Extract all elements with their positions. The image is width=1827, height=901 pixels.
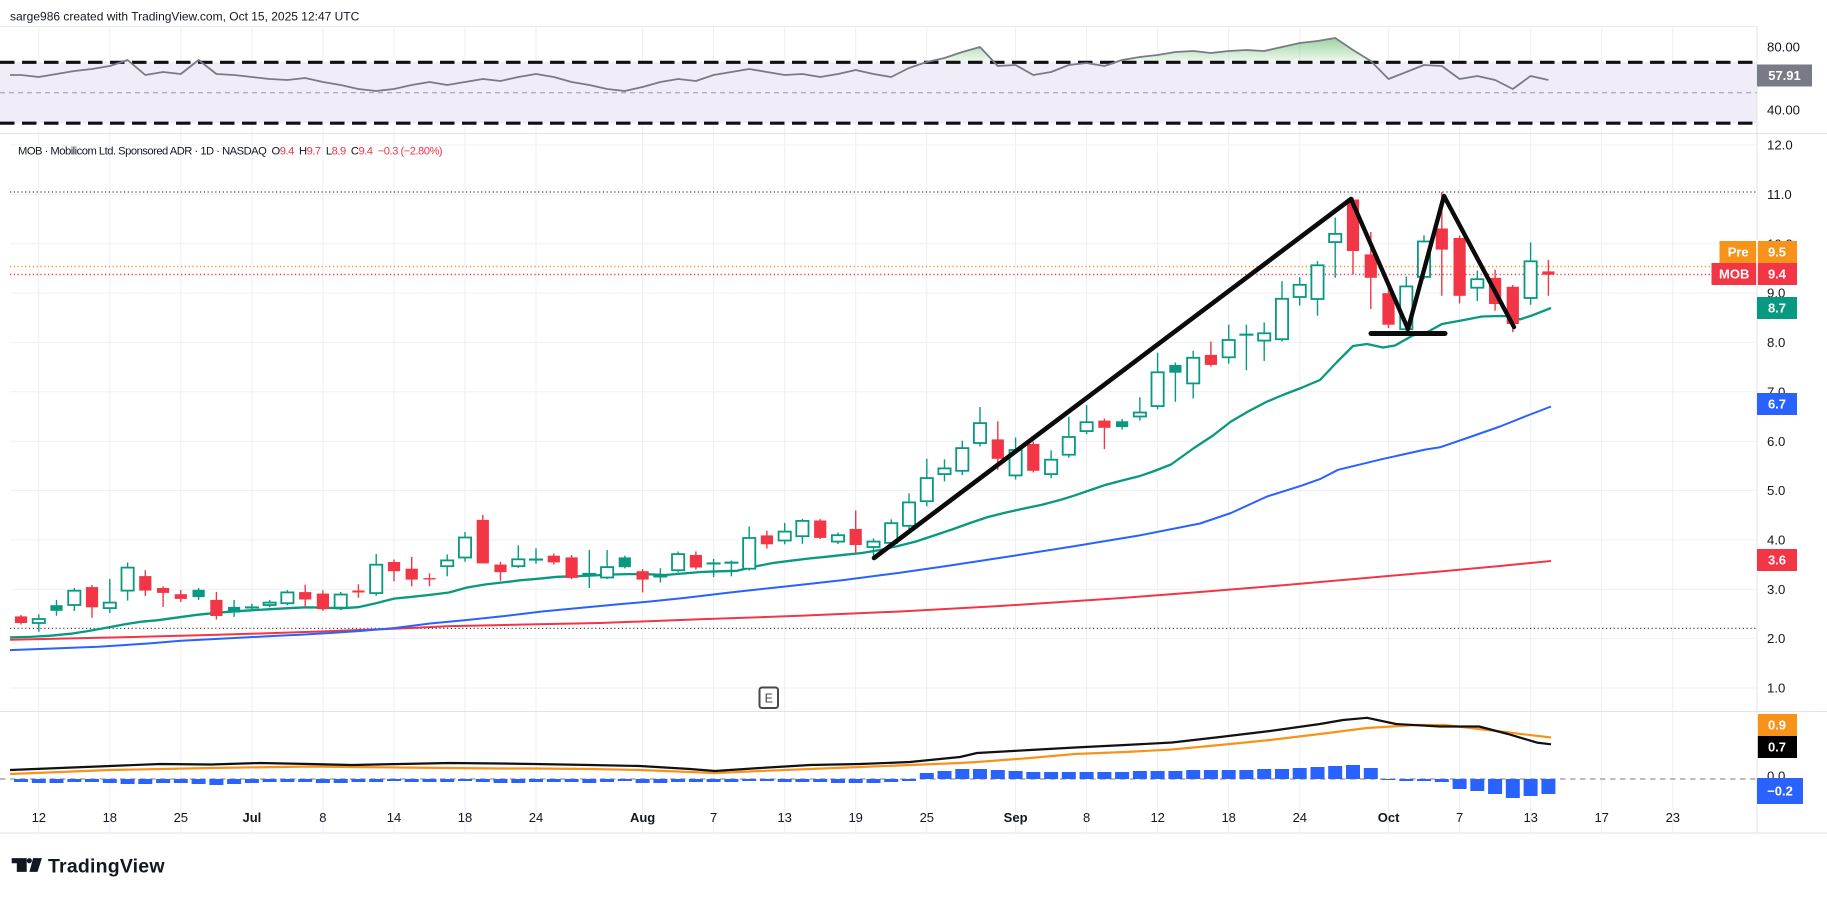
svg-text:6.0: 6.0 — [1767, 434, 1785, 449]
svg-text:19: 19 — [848, 810, 862, 825]
svg-text:0.7: 0.7 — [1768, 739, 1786, 754]
svg-text:0.9: 0.9 — [1768, 717, 1786, 732]
svg-text:Jul: Jul — [243, 810, 262, 825]
svg-text:E: E — [765, 691, 773, 705]
svg-text:5.0: 5.0 — [1767, 483, 1785, 498]
svg-text:23: 23 — [1666, 810, 1680, 825]
svg-text:25: 25 — [174, 810, 188, 825]
svg-text:8.7: 8.7 — [1768, 300, 1786, 315]
svg-text:24: 24 — [1293, 810, 1307, 825]
svg-text:13: 13 — [1523, 810, 1537, 825]
svg-text:7: 7 — [1456, 810, 1463, 825]
svg-text:14: 14 — [387, 810, 401, 825]
svg-text:57.91: 57.91 — [1768, 68, 1801, 83]
svg-text:Sep: Sep — [1004, 810, 1028, 825]
svg-text:8: 8 — [1083, 810, 1090, 825]
svg-text:8: 8 — [319, 810, 326, 825]
svg-text:3.6: 3.6 — [1768, 552, 1786, 567]
svg-text:13: 13 — [777, 810, 791, 825]
svg-text:TradingView: TradingView — [48, 856, 165, 878]
svg-text:Aug: Aug — [630, 810, 655, 825]
svg-text:9.4: 9.4 — [1768, 266, 1787, 281]
svg-text:11.0: 11.0 — [1767, 187, 1792, 202]
svg-text:sarge986 created with TradingV: sarge986 created with TradingView.com, O… — [10, 10, 360, 24]
svg-text:24: 24 — [529, 810, 543, 825]
svg-text:9.5: 9.5 — [1768, 244, 1786, 259]
svg-text:25: 25 — [920, 810, 934, 825]
svg-text:12: 12 — [1150, 810, 1164, 825]
svg-text:MOB · Mobilicom Ltd. Sponsored: MOB · Mobilicom Ltd. Sponsored ADR · 1D … — [18, 146, 443, 158]
svg-text:80.00: 80.00 — [1767, 40, 1800, 55]
svg-text:7: 7 — [710, 810, 717, 825]
svg-text:Oct: Oct — [1378, 810, 1400, 825]
svg-text:6.7: 6.7 — [1768, 396, 1786, 411]
svg-text:8.0: 8.0 — [1767, 335, 1785, 350]
svg-text:18: 18 — [1221, 810, 1235, 825]
svg-text:12: 12 — [32, 810, 46, 825]
svg-text:40.00: 40.00 — [1767, 103, 1800, 118]
svg-text:MOB: MOB — [1719, 266, 1749, 281]
svg-text:18: 18 — [458, 810, 472, 825]
svg-text:18: 18 — [103, 810, 117, 825]
svg-text:2.0: 2.0 — [1767, 631, 1785, 646]
svg-text:4.0: 4.0 — [1767, 533, 1785, 548]
svg-text:Pre: Pre — [1728, 244, 1749, 259]
svg-text:1.0: 1.0 — [1767, 681, 1785, 696]
svg-text:17: 17 — [1594, 810, 1608, 825]
svg-text:12.0: 12.0 — [1767, 138, 1793, 153]
svg-text:3.0: 3.0 — [1767, 582, 1785, 597]
svg-text:−0.2: −0.2 — [1767, 783, 1793, 798]
